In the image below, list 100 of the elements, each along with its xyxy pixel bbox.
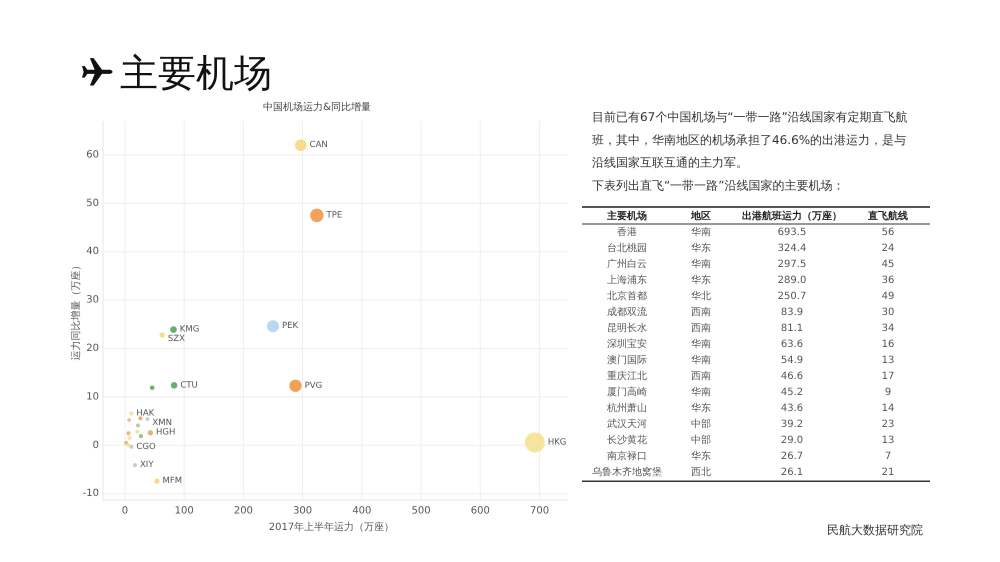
category-label: 出港航班运力（万座）: [742, 210, 842, 222]
text: 289.0: [778, 275, 806, 286]
text: 华东: [691, 451, 711, 462]
x-axis-title: 2017年上半年运力（万座）: [268, 520, 394, 532]
y-tick-label: 10: [86, 391, 99, 402]
text: 华北: [691, 291, 711, 302]
text: 16: [882, 339, 894, 350]
annotation: PEK: [282, 321, 299, 332]
text: 83.9: [780, 307, 804, 318]
annotation: HKG: [548, 437, 566, 448]
category-label: 北京首都: [607, 291, 647, 302]
category-label: 厦门高崎: [607, 387, 647, 398]
text: 7: [884, 451, 892, 462]
x-tick-label: 200: [234, 506, 253, 516]
text: 29.0: [780, 435, 804, 446]
text: 26.7: [780, 451, 804, 462]
text: 西北: [691, 467, 711, 478]
annotation: XIY: [140, 460, 154, 470]
text: 26.1: [780, 467, 804, 478]
text: 华南: [691, 355, 711, 366]
annotation: PVG: [304, 380, 322, 391]
text: 81.1: [780, 323, 804, 334]
annotation: HGH: [156, 428, 176, 438]
text: 华东: [691, 243, 711, 254]
x-tick-label: 600: [470, 506, 490, 516]
category-label: 长沙黄花: [607, 435, 647, 446]
y-tick-label: 50: [86, 198, 99, 209]
category-label: 杭州萧山: [607, 403, 647, 414]
annotation: SZX: [168, 334, 186, 344]
text: 250.7: [778, 291, 806, 302]
category-label: 香港: [617, 227, 637, 238]
text: 17: [882, 371, 894, 382]
y-tick-label: 20: [86, 342, 99, 354]
text: 华南: [691, 259, 711, 270]
text: 9: [884, 387, 892, 398]
category-label: 乌鲁木齐地窝堡: [592, 467, 662, 478]
text: 西南: [691, 371, 711, 382]
text: 45.2: [780, 387, 804, 398]
y-tick-label: 40: [86, 246, 99, 258]
y-tick-label: 60: [86, 149, 99, 160]
text: 45: [882, 259, 894, 270]
text: 23: [882, 419, 894, 430]
text: 324.4: [778, 243, 806, 254]
y-tick-label: 30: [86, 294, 99, 306]
text: 中部: [691, 435, 711, 446]
text: 34: [882, 323, 894, 334]
text: 民航大数据研究院: [827, 523, 923, 537]
x-tick-label: 400: [352, 506, 372, 516]
text: 13: [882, 435, 894, 446]
text: 297.5: [778, 259, 806, 270]
annotation: KMG: [180, 324, 200, 335]
category-label: 直飞航线: [867, 210, 908, 222]
text: 21: [882, 467, 894, 478]
y-tick-label: -10: [82, 488, 99, 500]
text: 华南: [691, 227, 711, 238]
text: 56: [882, 227, 894, 238]
x-tick-label: 300: [293, 506, 312, 516]
category-label: 南京禄口: [607, 451, 647, 462]
annotation: CAN: [310, 140, 328, 150]
annotation: CTU: [180, 380, 198, 390]
text: 49: [882, 291, 894, 302]
chart-title: 中国机场运力&同比增量: [263, 101, 371, 113]
text: 华南: [691, 339, 711, 350]
text: 36: [882, 275, 894, 286]
text: 54.9: [780, 355, 804, 366]
text: 华东: [691, 275, 711, 286]
y-tick-label: 0: [92, 440, 99, 451]
category-label: 地区: [690, 210, 711, 222]
category-label: 武汉天河: [607, 419, 647, 430]
category-label: 台北桃园: [607, 243, 647, 254]
text: 华南: [691, 387, 711, 398]
category-label: 重庆江北: [607, 371, 647, 382]
text: 目前已有67个中国机场与“一带一路”沿线国家有定期直飞航班，其中，华南地区的机场承担了46.6%的出港运力，是与沿线国家互联互通的主力军。: [592, 110, 908, 170]
y-axis-title: 运力同比增量（万座）: [70, 260, 82, 360]
text: 西南: [691, 307, 711, 318]
category-label: 澳门国际: [607, 355, 647, 366]
category-label: 成都双流: [607, 307, 647, 318]
text: 13: [882, 355, 894, 366]
text: 西南: [691, 323, 711, 334]
annotation: TPE: [326, 210, 342, 220]
category-label: 上海浦东: [607, 275, 647, 286]
category-label: 广州白云: [607, 259, 647, 270]
annotation: CGO: [136, 442, 156, 452]
text: 下表列出直飞“一带一路”沿线国家的主要机场：: [592, 178, 844, 192]
text: 30: [882, 307, 894, 318]
text: 24: [882, 243, 894, 254]
x-tick-label: 100: [174, 506, 194, 516]
text: 14: [882, 403, 894, 414]
text: 主要机场: [606, 210, 647, 222]
text: 中部: [691, 419, 711, 430]
text: 39.2: [780, 419, 804, 430]
text: 华东: [691, 403, 711, 414]
text: 693.5: [778, 227, 806, 238]
x-tick-label: 700: [530, 506, 550, 516]
text: 43.6: [780, 403, 804, 414]
annotation: MFM: [162, 476, 182, 486]
annotation: HAK: [136, 408, 155, 418]
category-label: 深圳宝安: [607, 339, 647, 350]
x-tick-label: 500: [412, 506, 431, 516]
annotation: XMN: [152, 418, 172, 428]
